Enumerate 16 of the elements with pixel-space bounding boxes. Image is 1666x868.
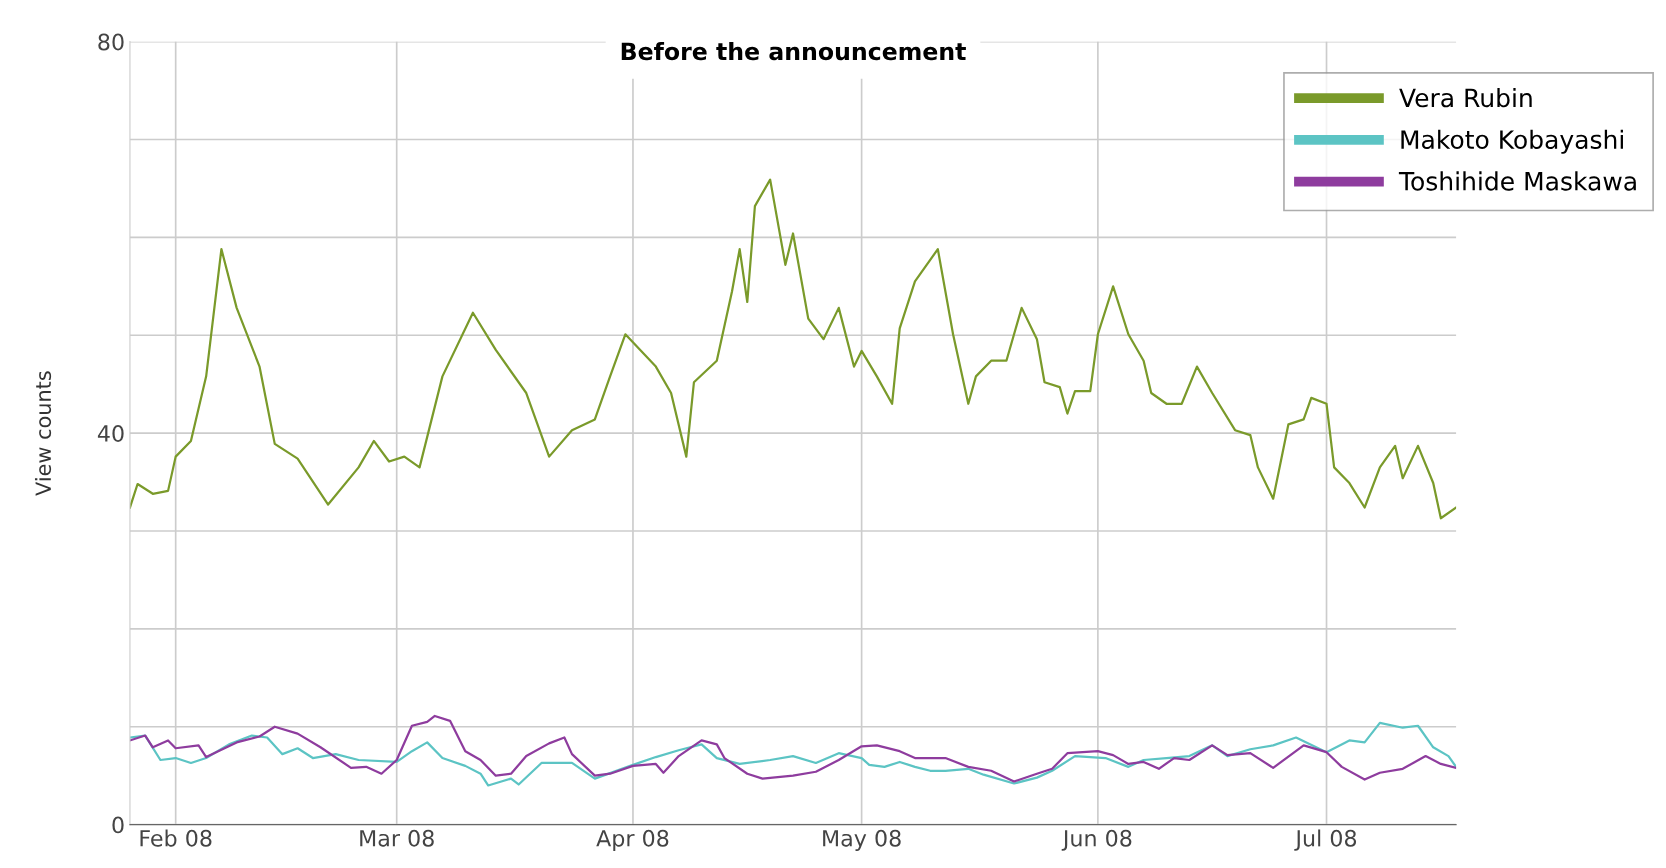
line-series (129, 721, 1457, 787)
legend-label: Makoto Kobayashi (1401, 129, 1623, 154)
x-tick-label: Feb 08 (140, 829, 212, 847)
y-tick-label: 0 (112, 816, 124, 834)
legend-label: Vera Rubin (1399, 87, 1532, 108)
x-tick-label: Jun 08 (1061, 829, 1132, 851)
y-axis-title: View counts (34, 371, 52, 496)
x-tick-label: Mar 08 (360, 829, 434, 847)
y-tick-label: 80 (98, 33, 124, 51)
y-tick-label: 40 (97, 425, 124, 442)
chart-title: Before the announcement (621, 41, 966, 61)
legend-label: Toshihide Maskawa (1398, 171, 1636, 191)
x-tick-label: Jul 08 (1294, 829, 1357, 851)
x-tick-label: Apr 08 (596, 829, 669, 851)
x-tick-label: May 08 (823, 829, 901, 851)
line-series (129, 714, 1457, 783)
